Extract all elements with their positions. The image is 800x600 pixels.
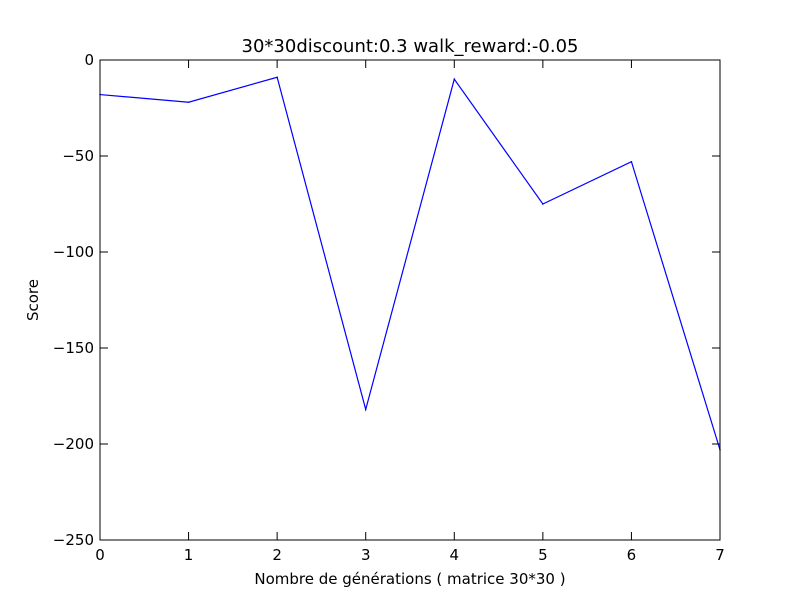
data-point	[276, 76, 278, 79]
data-point	[187, 101, 190, 104]
y-tick-label: −50	[62, 147, 94, 165]
y-tick-label: −250	[53, 531, 94, 549]
y-tick-label: −100	[53, 243, 94, 261]
series-line	[99, 76, 721, 450]
y-tick-label: −200	[53, 435, 94, 453]
y-axis-title: Score	[24, 279, 42, 321]
y-tick-label: 0	[84, 51, 94, 69]
x-tick-label: 6	[627, 546, 637, 564]
data-point	[364, 408, 367, 411]
x-tick-label: 5	[538, 546, 548, 564]
y-tick-label: −150	[53, 339, 94, 357]
x-tick-label: 1	[184, 546, 194, 564]
x-axis-title: Nombre de générations ( matrice 30*30 )	[254, 570, 565, 588]
plot-frame	[99, 59, 721, 541]
x-tick-label: 7	[715, 546, 725, 564]
data-point	[630, 160, 633, 163]
data-point	[542, 203, 544, 205]
chart-title: 30*30discount:0.3 walk_reward:-0.05	[242, 36, 579, 57]
data-point	[453, 78, 456, 80]
ticks-layer: 0 1 2 3 4 5 6 7 0 −50 −100 −150 −200 −250	[53, 51, 725, 564]
x-tick-label: 2	[272, 546, 282, 564]
x-tick-label: 3	[361, 546, 371, 564]
x-tick-label: 4	[450, 546, 460, 564]
series-layer	[99, 76, 721, 451]
x-tick-label: 0	[95, 546, 105, 564]
